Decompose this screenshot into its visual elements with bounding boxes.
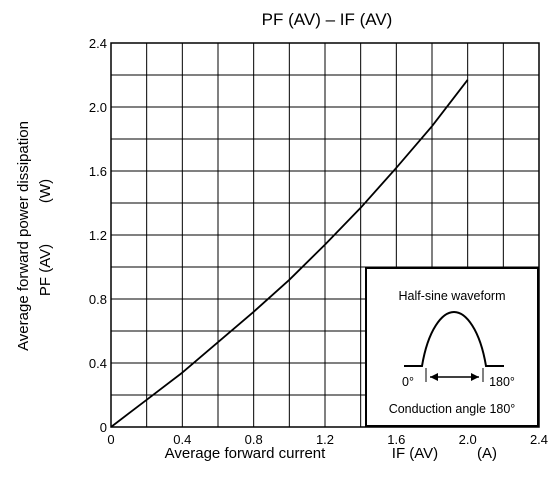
inset-legend-box: Half-sine waveform 0° 180° Conduction an…	[365, 267, 539, 427]
x-tick-label: 0	[107, 432, 114, 447]
arrow-left-head	[430, 373, 438, 381]
arrow-right-head	[471, 373, 479, 381]
y-axis-symbol: PF (AV)	[37, 244, 54, 296]
x-tick-label: 0.8	[245, 432, 263, 447]
x-axis-unit: (A)	[477, 445, 497, 462]
half-sine-waveform	[404, 310, 504, 367]
x-axis-symbol: IF (AV)	[392, 445, 438, 462]
y-tick-label: 0	[100, 420, 107, 435]
inset-end-label: 180°	[489, 375, 515, 389]
y-tick-label: 1.6	[89, 164, 107, 179]
x-tick-label: 1.2	[316, 432, 334, 447]
x-axis-label: Average forward current	[165, 445, 326, 462]
y-tick-label: 2.0	[89, 100, 107, 115]
y-tick-label: 2.4	[89, 36, 107, 51]
x-tick-label: 0.4	[173, 432, 191, 447]
x-tick-label: 2.4	[530, 432, 548, 447]
inset-caption: Conduction angle 180°	[389, 402, 516, 416]
inset-start-label: 0°	[402, 375, 414, 389]
tick-labels: 0 0.4 0.8 1.2 1.6 2.0 2.4 0 0.4 0.8 1.2 1.6 2.0 2.4	[89, 36, 548, 447]
inset-title: Half-sine waveform	[399, 289, 506, 303]
y-tick-label: 0.4	[89, 356, 107, 371]
series-layer	[110, 79, 469, 428]
inset-frame	[365, 267, 539, 427]
x-tick-label: 1.6	[387, 432, 405, 447]
x-tick-label: 2.0	[459, 432, 477, 447]
plot-frame	[110, 42, 540, 428]
y-tick-label: 0.8	[89, 292, 107, 307]
y-axis-label: Average forward power dissipation	[15, 121, 32, 351]
y-tick-label: 1.2	[89, 228, 107, 243]
series-line	[110, 79, 469, 428]
y-axis-unit: (W)	[37, 179, 54, 203]
chart-title: PF (AV) – IF (AV)	[262, 10, 393, 29]
